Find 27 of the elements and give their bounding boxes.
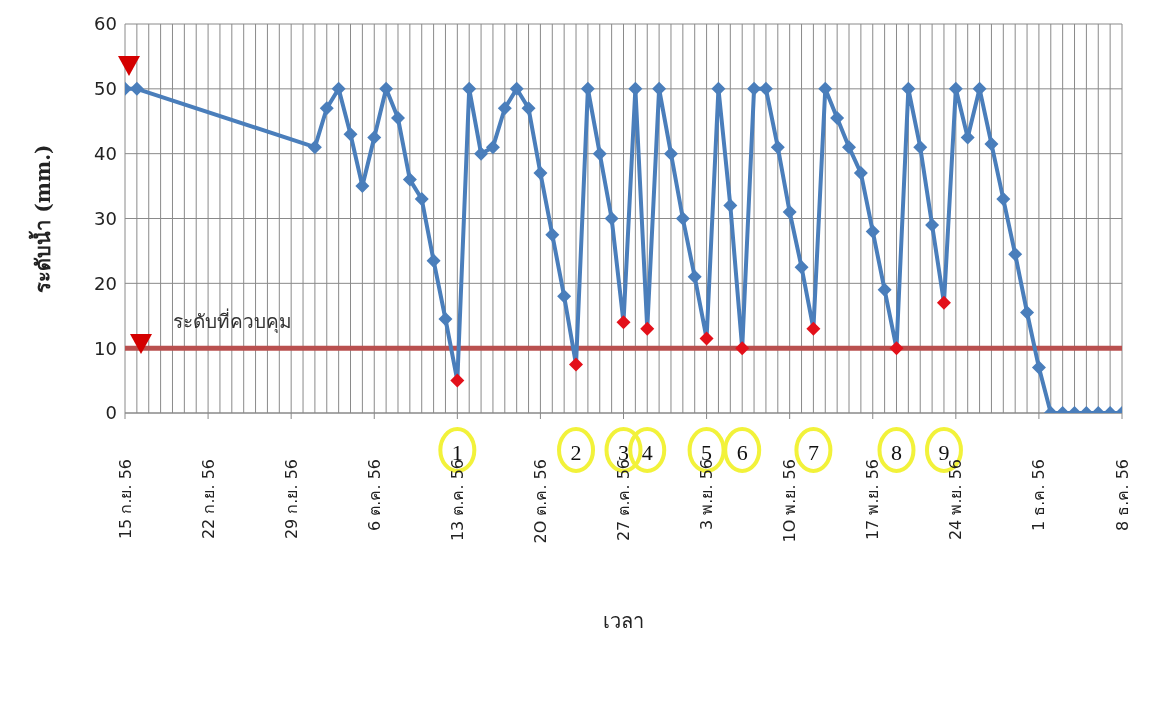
text: 8 bbox=[890, 440, 902, 465]
x-tick-label: 29 ก.ย. 56 bbox=[281, 459, 301, 540]
text: 2 bbox=[570, 440, 582, 465]
x-tick-label: 13 ต.ค. 56 bbox=[447, 459, 467, 542]
x-tick-label: 1 ธ.ค. 56 bbox=[1029, 459, 1049, 531]
x-tick-label: 6 ต.ค. 56 bbox=[364, 459, 384, 531]
x-tick-label: 2O ต.ค. 56 bbox=[530, 459, 550, 544]
x-tick-label: 15 ก.ย. 56 bbox=[115, 459, 135, 540]
x-axis-title: เวลา bbox=[603, 609, 644, 633]
text: 6 bbox=[736, 440, 748, 465]
y-tick-label: 60 bbox=[94, 13, 117, 35]
x-tick-label: 22 ก.ย. 56 bbox=[198, 459, 218, 540]
y-tick-label: 50 bbox=[94, 78, 117, 100]
x-tick-label: 1O พ.ย. 56 bbox=[780, 459, 800, 543]
x-tick-label: 17 พ.ย. 56 bbox=[863, 459, 883, 541]
text: 4 bbox=[641, 440, 653, 465]
y-tick-label: 30 bbox=[94, 207, 117, 229]
x-tick-label: 8 ธ.ค. 56 bbox=[1112, 459, 1132, 531]
y-axis-title: ระดับน้ำ (mm.) bbox=[28, 144, 55, 293]
y-tick-label: 20 bbox=[94, 272, 117, 294]
y-tick-label: 40 bbox=[94, 143, 117, 165]
text: 7 bbox=[807, 440, 819, 465]
ref-line-label: ระดับที่ควบคุม bbox=[173, 308, 292, 335]
y-tick-label: 0 bbox=[105, 402, 117, 424]
x-tick-label: 27 ต.ค. 56 bbox=[614, 459, 633, 542]
x-tick-label: 3 พ.ย. 56 bbox=[697, 459, 717, 530]
y-tick-label: 10 bbox=[94, 337, 117, 359]
